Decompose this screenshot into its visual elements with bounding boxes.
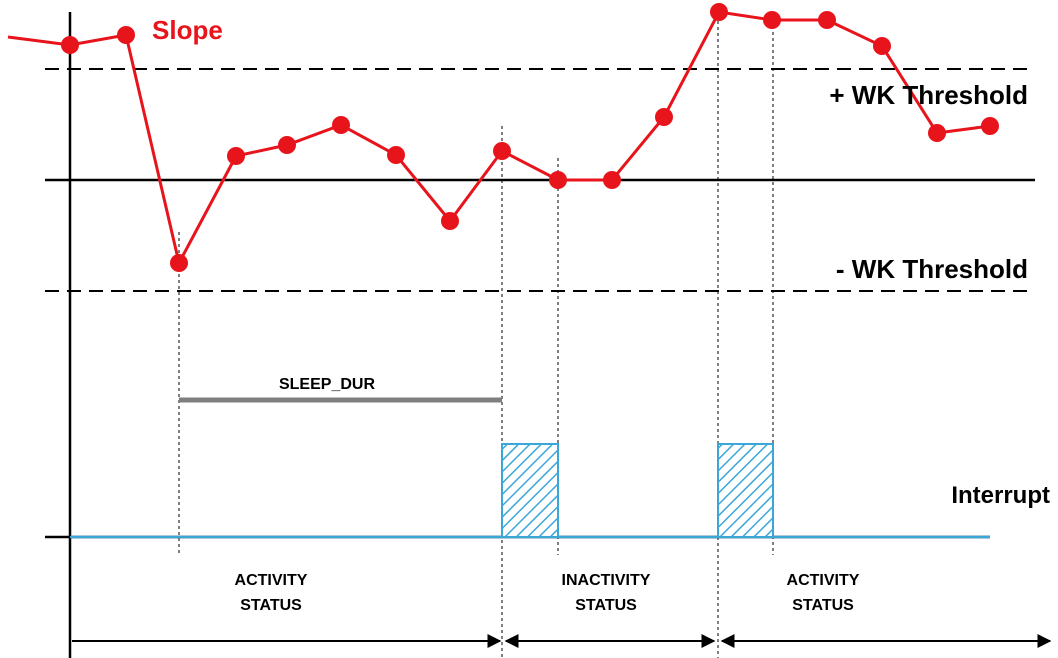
interrupt-pulse-1: [501, 443, 559, 538]
neg-threshold-label: - WK Threshold: [836, 254, 1028, 284]
slope-point: [928, 124, 946, 142]
sleep-dur-label: SLEEP_DUR: [279, 376, 375, 393]
slope-point: [549, 171, 567, 189]
status-2-line2: STATUS: [575, 597, 637, 614]
interrupt-pulse-2: [717, 443, 774, 538]
status-2-line1: INACTIVITY: [562, 572, 651, 589]
status-1-line1: ACTIVITY: [235, 572, 308, 589]
slope-point: [818, 11, 836, 29]
slope-point: [170, 254, 188, 272]
slope-point: [278, 136, 296, 154]
slope-point: [873, 37, 891, 55]
slope-point: [710, 3, 728, 21]
status-1-line2: STATUS: [240, 597, 302, 614]
slope-label: Slope: [152, 15, 223, 45]
slope-point: [117, 26, 135, 44]
event-markers: [178, 15, 774, 658]
slope-point: [981, 117, 999, 135]
slope-point: [227, 147, 245, 165]
slope-points: [61, 3, 999, 272]
slope-point: [603, 171, 621, 189]
slope-point: [441, 212, 459, 230]
slope-point: [493, 142, 511, 160]
slope-point: [655, 108, 673, 126]
status-3-line1: ACTIVITY: [787, 572, 860, 589]
slope-point: [61, 36, 79, 54]
slope-point: [387, 146, 405, 164]
slope-point: [332, 116, 350, 134]
slope-curve: [7, 10, 991, 268]
slope-point: [763, 11, 781, 29]
pos-threshold-label: + WK Threshold: [829, 80, 1028, 110]
interrupt-label: Interrupt: [951, 482, 1050, 509]
status-3-line2: STATUS: [792, 597, 854, 614]
